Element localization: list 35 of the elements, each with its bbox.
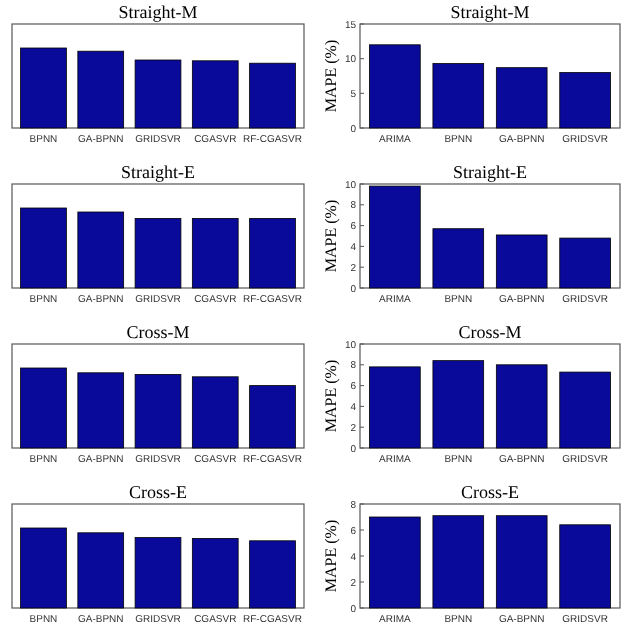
chart-title: Straight-M (118, 2, 198, 22)
y-axis-title: MAPE (%) (322, 359, 340, 433)
bar (134, 537, 182, 609)
bar (77, 372, 125, 449)
chart-title: Straight-M (450, 2, 530, 22)
bar (191, 60, 239, 129)
bar (134, 59, 182, 129)
y-axis-title: MAPE (%) (322, 39, 340, 113)
bar (77, 50, 125, 129)
bar (432, 63, 485, 129)
bar (249, 62, 296, 129)
chart-title: Cross-M (458, 322, 522, 342)
chart-title: Cross-E (461, 482, 520, 502)
bar (495, 234, 548, 289)
bar (432, 228, 485, 289)
bar (559, 72, 611, 129)
chart-title: Cross-M (126, 322, 190, 342)
bar (134, 374, 182, 449)
bar (20, 527, 67, 609)
chart-title: Cross-E (129, 482, 188, 502)
bar (191, 538, 239, 609)
bar (249, 385, 296, 449)
y-axis-title: MAPE (%) (322, 199, 340, 273)
bar (191, 376, 239, 449)
bar (369, 44, 421, 129)
bar (249, 540, 296, 609)
chart-title: Straight-E (453, 162, 528, 182)
y-axis-title: MAPE (%) (322, 519, 340, 593)
chart-title: Straight-E (121, 162, 196, 182)
bar (20, 47, 67, 129)
bar (20, 367, 67, 449)
bar (495, 67, 548, 129)
bar (369, 185, 421, 289)
bar (559, 237, 611, 289)
bar (77, 532, 125, 609)
